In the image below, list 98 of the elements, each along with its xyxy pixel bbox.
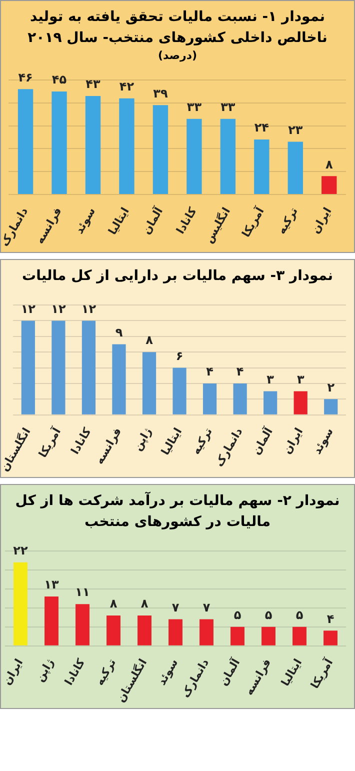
x-tick-label: ژاپن	[33, 656, 57, 684]
x-tick-label: ایتالیا	[158, 426, 185, 458]
data-label: ۴	[326, 612, 334, 626]
x-tick-label: کانادا	[68, 425, 94, 457]
bar	[119, 98, 134, 194]
bar	[82, 320, 96, 414]
data-label: ۸	[325, 157, 334, 172]
data-label: ۶	[176, 348, 184, 363]
chart-subtitle: (درصد)	[156, 49, 198, 62]
x-tick-label: سوئد	[72, 205, 98, 236]
x-tick-label: سوئد	[310, 426, 336, 456]
bar	[324, 630, 338, 646]
x-tick-label: آلمان	[248, 424, 276, 458]
x-tick-label: انگلیس	[202, 205, 234, 246]
chart-title: نمودار ۲- سهم مالیات بر درآمد شرکت ها از کل مالیات در کشورهای منتخب	[14, 490, 341, 532]
x-tick-label: ایتالیا	[278, 656, 305, 688]
data-label: ۴	[236, 364, 244, 379]
bar	[254, 140, 270, 194]
chart-title: نمودار ۱- نسبت مالیات تحقق یافته به تولید ناخالص داخلی کشورهای منتخب- سال ۲۰۱۹	[26, 8, 328, 48]
data-label: ۹	[115, 325, 124, 340]
data-label: ۴۶	[18, 70, 33, 84]
bar	[288, 142, 303, 194]
bar	[294, 391, 308, 414]
bar	[52, 320, 66, 414]
data-label: ۱۱	[75, 585, 90, 600]
x-tick-label: دانمارک	[212, 425, 246, 470]
data-label: ۱۲	[20, 302, 36, 316]
bar	[21, 320, 35, 414]
data-label: ۷	[172, 600, 180, 614]
bar	[264, 391, 278, 414]
data-label: ۱۲	[81, 302, 97, 316]
chart-title: نمودار ۳- سهم مالیات بر دارایی از کل مالیات	[21, 267, 334, 286]
bar	[76, 604, 90, 646]
data-label: ۲۳	[288, 122, 304, 137]
data-label: ۳۹	[153, 86, 168, 100]
x-tick-label: ترکیه	[274, 205, 300, 236]
x-tick-label: آلمان	[216, 656, 243, 688]
data-label: ۱۲	[51, 302, 66, 316]
bar	[202, 383, 217, 414]
data-label: ۳۳	[220, 100, 236, 114]
bar	[324, 399, 338, 414]
data-label: ۲۴	[254, 120, 269, 135]
bar	[152, 105, 168, 194]
x-tick-label: ژاپن	[131, 426, 154, 453]
bar	[172, 368, 186, 414]
bar	[85, 96, 101, 194]
x-tick-label: آمریکا	[238, 204, 267, 240]
data-label: ۴	[206, 364, 214, 379]
x-tick-label: ایران	[0, 656, 26, 688]
x-tick-label: ایران	[280, 426, 306, 456]
bar	[230, 626, 244, 646]
bar	[52, 91, 67, 194]
data-label: ۷	[202, 600, 211, 614]
bar	[18, 89, 34, 194]
data-label: ۴۳	[86, 77, 101, 92]
bar	[14, 562, 28, 646]
data-label: ۳۳	[186, 100, 202, 114]
x-tick-label: فرانسه	[92, 426, 124, 467]
data-label: ۸	[146, 333, 154, 348]
data-label: ۴۲	[119, 79, 135, 94]
data-label: ۵	[264, 608, 272, 622]
data-label: ۲	[327, 380, 336, 394]
data-label: ۵	[296, 608, 304, 622]
bar	[262, 626, 276, 646]
x-tick-label: کانادا	[62, 656, 88, 688]
x-tick-label: فرانسه	[242, 656, 274, 698]
x-tick-label: فرانسه	[33, 205, 64, 246]
x-tick-label: کانادا	[174, 204, 200, 236]
x-tick-label: دانمارک	[178, 656, 212, 700]
bar	[200, 619, 214, 646]
bar	[186, 118, 202, 194]
data-label: ۸	[110, 596, 118, 611]
x-tick-label: آلمان	[139, 204, 166, 237]
bar	[112, 344, 126, 414]
bar	[142, 352, 156, 414]
x-tick-label: آمریکا	[307, 656, 336, 691]
bar	[44, 596, 58, 646]
data-label: ۸	[140, 596, 149, 611]
x-tick-label: ایتالیا	[106, 205, 132, 238]
bar	[233, 383, 247, 414]
bar	[138, 615, 152, 646]
bar	[292, 626, 306, 646]
data-label: ۴۵	[52, 72, 67, 87]
x-tick-label: دانمارک	[0, 204, 31, 249]
x-tick-label: ایران	[308, 205, 334, 236]
data-label: ۱۳	[44, 578, 60, 592]
x-tick-label: انگلستان	[0, 426, 34, 474]
bar	[322, 176, 337, 194]
x-tick-label: ترکیه	[189, 426, 215, 457]
data-label: ۵	[234, 608, 242, 622]
data-label: ۳	[296, 372, 305, 386]
x-tick-label: آمریکا	[35, 424, 64, 460]
bar	[106, 615, 120, 646]
data-label: ۲۲	[13, 544, 28, 558]
data-label: ۳	[266, 372, 275, 386]
x-tick-label: سوئد	[155, 656, 181, 688]
bar	[168, 619, 182, 646]
bar	[220, 118, 236, 194]
